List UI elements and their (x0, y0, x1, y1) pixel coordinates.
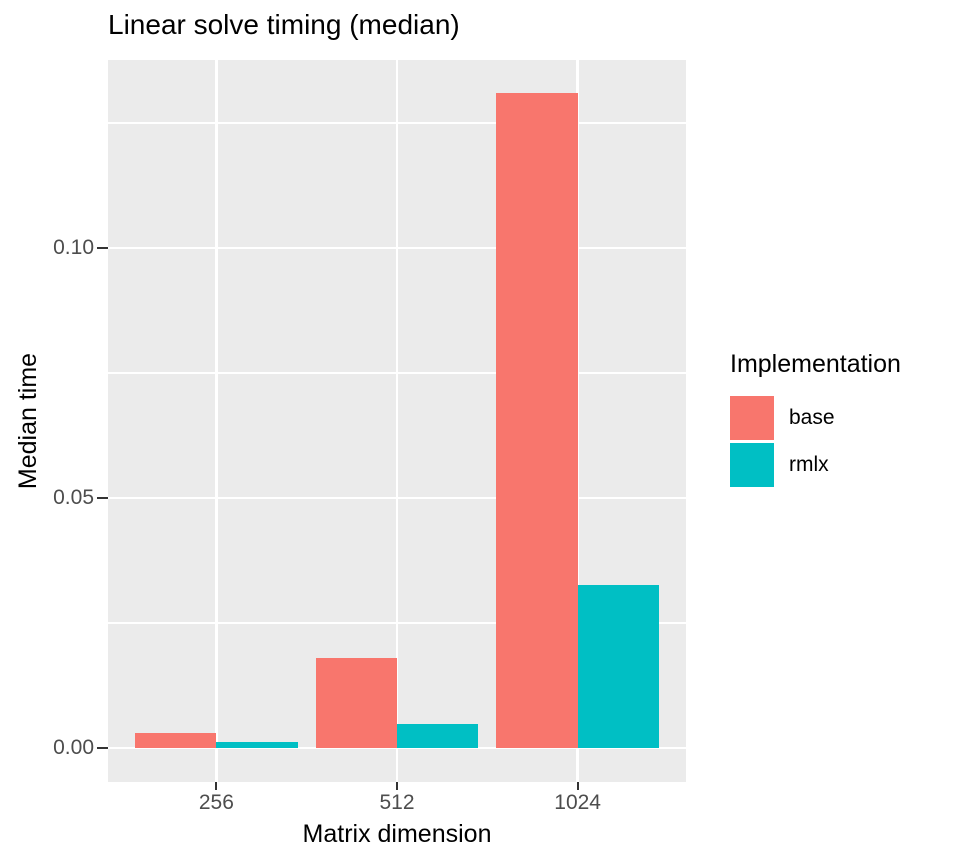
legend: Implementation base rmlx (730, 349, 950, 487)
bar-rmlx-256 (216, 742, 298, 748)
legend-title: Implementation (730, 350, 901, 378)
bar-rmlx-1024 (577, 585, 659, 748)
y-tick-mark (97, 746, 108, 750)
major-gridline (576, 60, 579, 782)
legend-item-rmlx: rmlx (730, 443, 950, 487)
x-tick-label: 256 (198, 791, 234, 814)
y-tick-mark (97, 496, 108, 500)
y-axis-title: Median time (14, 352, 42, 490)
major-gridline (215, 60, 218, 782)
x-axis-title: Matrix dimension (302, 820, 492, 848)
legend-key-swatch (730, 396, 774, 440)
x-tick-mark (576, 782, 579, 790)
x-tick-mark (395, 782, 399, 790)
bar-base-512 (315, 658, 397, 748)
legend-items: base rmlx (730, 396, 950, 487)
legend-item-label: base (789, 406, 835, 429)
plot-panel (108, 60, 686, 782)
legend-key-swatch (730, 443, 774, 487)
x-tick-label: 1024 (554, 791, 601, 814)
legend-item-label: rmlx (789, 453, 829, 476)
legend-item-base: base (730, 396, 950, 440)
major-gridline (395, 60, 399, 782)
x-tick-label: 512 (379, 791, 415, 814)
y-tick-label: 0.00 (53, 736, 94, 759)
bar-base-1024 (496, 93, 578, 748)
y-tick-label: 0.05 (53, 486, 94, 509)
bar-base-256 (135, 733, 217, 748)
bar-rmlx-512 (397, 724, 479, 748)
x-tick-mark (215, 782, 218, 790)
y-tick-mark (97, 246, 108, 250)
y-tick-label: 0.10 (53, 236, 94, 259)
chart-title: Linear solve timing (median) (108, 9, 460, 40)
